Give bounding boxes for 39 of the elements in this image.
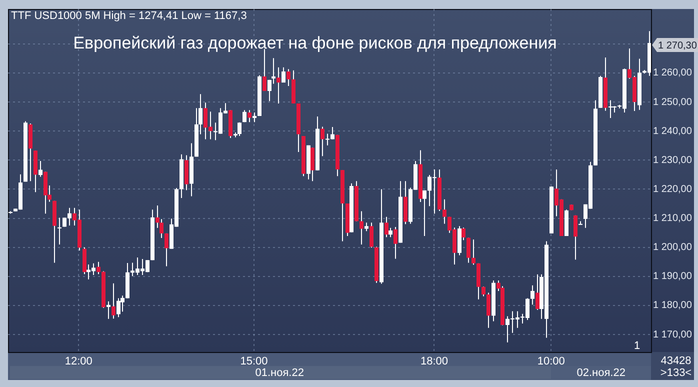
candlestick: [482, 286, 486, 297]
y-tick-label: 1 260,00: [653, 68, 692, 79]
text: >133<: [660, 367, 692, 380]
candlestick: [58, 217, 62, 245]
x-tick-label: 15:00: [240, 356, 268, 368]
candlestick: [422, 190, 426, 237]
y-tick-label: 1 190,00: [653, 271, 692, 282]
y-tick-label: 1 230,00: [653, 154, 692, 166]
candlestick: [472, 239, 476, 266]
candlestick: [282, 66, 286, 84]
candlestick: [476, 262, 480, 300]
text: Европейский газ дорожает на фоне рисков для предложения: [73, 34, 557, 53]
chart-subtitle: TTF USD1000 5M High = 1274,41 Low = 1167,3: [11, 10, 247, 22]
annotation: 1: [634, 340, 640, 352]
candlestick: [38, 160, 42, 178]
candlestick: [116, 298, 120, 318]
text: 02.ноя.22: [576, 367, 626, 380]
text: 43428: [660, 355, 692, 368]
candlestick: [578, 220, 582, 225]
candlestick: [252, 112, 256, 123]
x-tick-label: 10:00: [537, 356, 565, 368]
text: 01.ноя.22: [255, 367, 304, 380]
x-tick-label: 12:00: [64, 356, 92, 368]
y-tick-label: 1 220,00: [653, 184, 692, 195]
candlestick: [608, 100, 612, 119]
candlestick: [106, 300, 110, 320]
y-tick-label: 1 210,00: [653, 213, 692, 224]
candlestick: [466, 237, 470, 264]
y-tick-label: 1 170,00: [653, 329, 692, 340]
y-tick-label: 1 250,00: [653, 96, 692, 108]
candlestick: [530, 284, 534, 306]
y-tick-label: 1 200,00: [653, 242, 692, 254]
candlestick: [238, 122, 242, 137]
candlestick: [442, 198, 446, 224]
candlestick: [388, 227, 392, 238]
x-tick-label: 18:00: [420, 356, 448, 368]
y-tick-label: 1 240,00: [653, 126, 692, 137]
text: 1 270,30: [658, 40, 698, 52]
y-tick-label: 1 180,00: [653, 300, 692, 312]
